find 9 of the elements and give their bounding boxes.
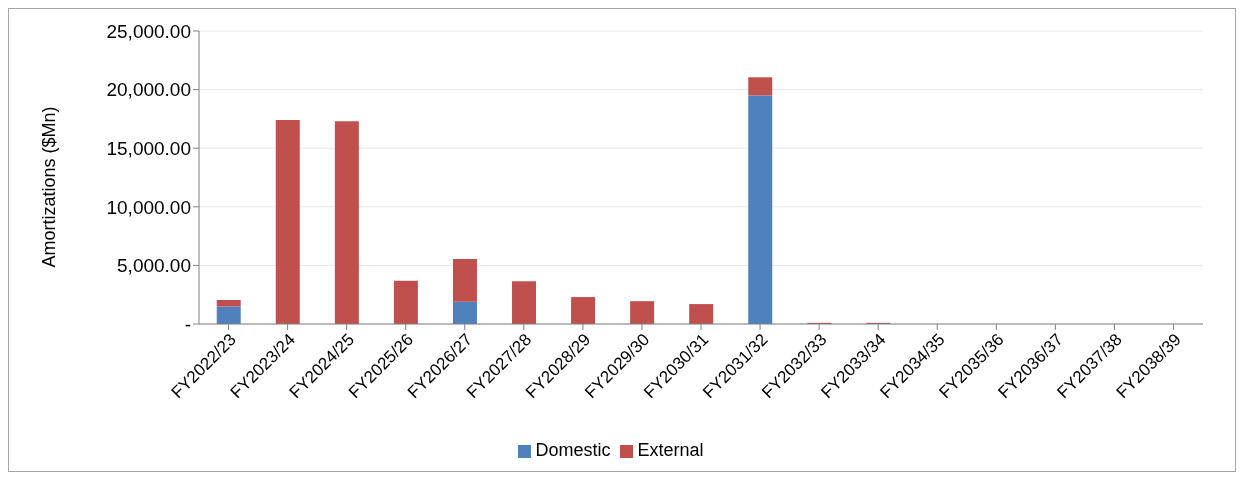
y-tick-label: - xyxy=(184,313,191,335)
y-tick-label: 15,000.00 xyxy=(106,137,191,159)
legend-label: External xyxy=(637,440,704,460)
y-tick-label: 5,000.00 xyxy=(117,255,191,277)
legend-label: Domestic xyxy=(535,440,611,460)
y-tick-label: 25,000.00 xyxy=(106,20,191,42)
y-tick-label: 10,000.00 xyxy=(106,196,191,218)
y-axis-title: Amortizations ($Mn) xyxy=(39,106,60,268)
y-tick-label: 20,000.00 xyxy=(106,79,191,101)
